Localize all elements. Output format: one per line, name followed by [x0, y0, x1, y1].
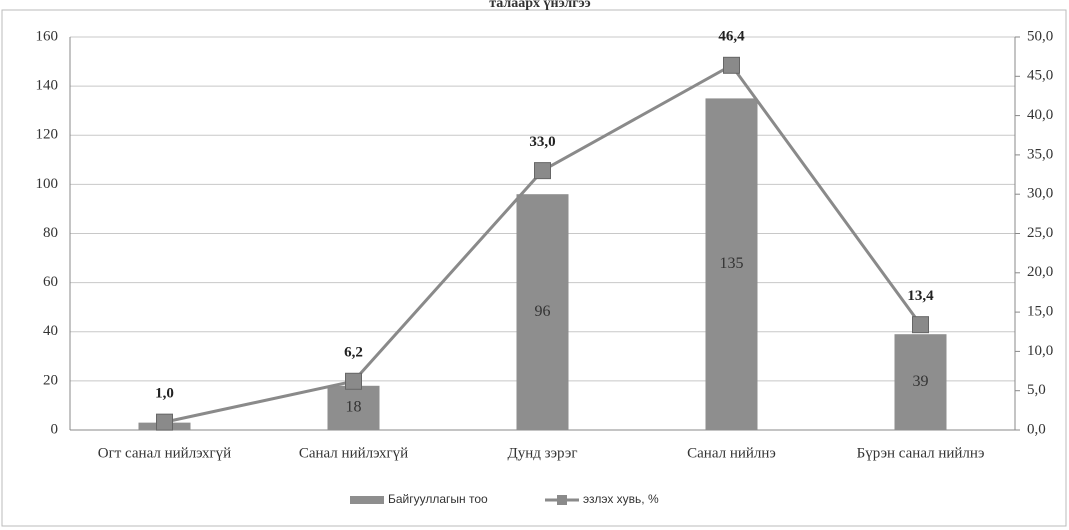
legend-label: Байгууллагын тоо [388, 492, 488, 506]
x-tick-label: Огт санал нийлэхгүй [98, 445, 231, 461]
data-label: 1,0 [155, 386, 174, 402]
bar-value-label: 39 [913, 373, 929, 390]
y2-tick-label: 45,0 [1027, 68, 1053, 84]
y-tick-label: 60 [43, 274, 58, 290]
y-tick-label: 40 [43, 323, 58, 339]
y2-tick-label: 40,0 [1027, 107, 1053, 123]
y2-tick-label: 35,0 [1027, 146, 1053, 162]
bar [327, 385, 380, 430]
y-tick-label: 120 [36, 127, 59, 143]
data-label: 6,2 [344, 345, 363, 361]
y2-tick-label: 30,0 [1027, 186, 1053, 202]
chart-title: талаарх үнэлгээ [489, 0, 591, 11]
legend-swatch [557, 495, 567, 505]
chart-frame [1, 9, 1067, 527]
y-tick-label: 140 [36, 78, 59, 94]
bar-value-label: 18 [346, 399, 362, 416]
legend-label: эзлэх хувь, % [583, 492, 659, 506]
data-label: 13,4 [907, 288, 934, 304]
bar [516, 194, 569, 430]
bar-value-label: 135 [720, 255, 744, 272]
y-tick-label: 0 [51, 421, 59, 437]
y-tick-label: 100 [36, 176, 59, 192]
data-label: 33,0 [529, 134, 555, 150]
line-marker [345, 372, 362, 390]
line-marker [912, 316, 929, 334]
y2-tick-label: 50,0 [1027, 28, 1053, 44]
y2-tick-label: 10,0 [1027, 343, 1053, 359]
bar [894, 334, 947, 430]
y2-tick-label: 0,0 [1027, 421, 1046, 437]
y2-tick-label: 20,0 [1027, 264, 1053, 280]
x-tick-label: Бүрэн санал нийлнэ [857, 445, 985, 461]
line-marker [156, 413, 173, 431]
data-label: 46,4 [718, 29, 745, 45]
x-tick-label: Санал нийлэхгүй [299, 445, 408, 461]
line-marker [723, 56, 740, 74]
x-tick-label: Санал нийлнэ [687, 445, 776, 461]
y2-tick-label: 5,0 [1027, 382, 1046, 398]
y-tick-label: 20 [43, 372, 58, 388]
bar [705, 98, 758, 430]
bar-value-label: 96 [535, 303, 551, 320]
legend-swatch [350, 496, 384, 504]
y2-tick-label: 25,0 [1027, 225, 1053, 241]
x-tick-label: Дунд зэрэг [508, 445, 578, 461]
line-marker [534, 162, 551, 180]
y-tick-label: 80 [43, 225, 58, 241]
y-tick-label: 160 [36, 28, 59, 44]
y2-tick-label: 15,0 [1027, 304, 1053, 320]
